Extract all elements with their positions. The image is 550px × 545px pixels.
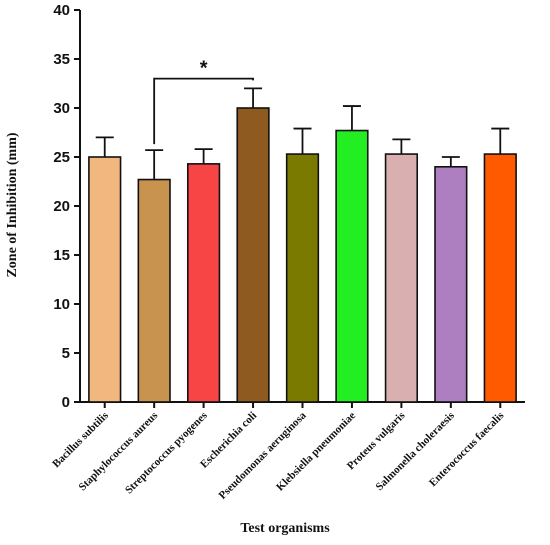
bar	[483, 153, 517, 403]
category-label: Streptococcus pyogenes	[123, 409, 210, 496]
significance-annotation: *	[153, 58, 254, 145]
bar	[186, 163, 221, 403]
y-tick-label: 5	[62, 345, 70, 362]
bar	[236, 107, 270, 403]
bar	[285, 153, 320, 403]
y-tick-label: 20	[53, 198, 70, 215]
bar	[88, 156, 122, 403]
bars	[88, 107, 517, 403]
bar	[384, 153, 419, 403]
y-tick-label: 10	[53, 296, 70, 313]
y-tick-label: 35	[53, 51, 70, 68]
bar	[137, 178, 171, 403]
y-axis-title: Zone of Inhibition (mm)	[5, 132, 20, 277]
category-label: Pseudomonas aeruginosa	[216, 409, 308, 501]
x-axis-title: Test organisms	[240, 521, 330, 536]
y-tick-label: 15	[53, 247, 70, 264]
error-bars	[95, 87, 510, 180]
y-tick-label: 25	[53, 149, 70, 166]
y-tick-label: 30	[53, 100, 70, 117]
significance-bracket	[153, 77, 254, 145]
y-tick-label: 40	[53, 2, 70, 19]
significance-star: *	[200, 58, 208, 80]
bar	[335, 129, 369, 403]
y-tick-label: 0	[62, 394, 70, 411]
bar	[434, 166, 468, 403]
